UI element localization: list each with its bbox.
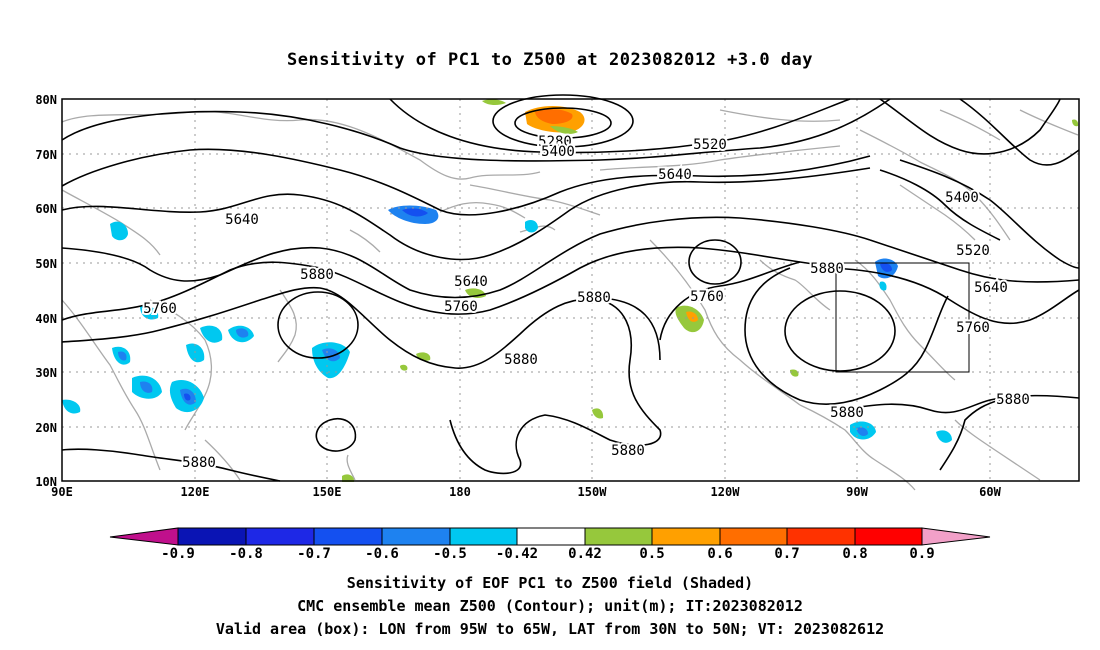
colorbar-label: 0.42 xyxy=(568,546,602,562)
lon-axis: 90E 120E 150E 180 150W 120W 90W 60W xyxy=(51,485,1001,499)
lon-label: 90E xyxy=(51,485,73,499)
colorbar-segment xyxy=(245,527,315,546)
colorbar-segment xyxy=(516,527,586,546)
caption-shading: Sensitivity of EOF PC1 to Z500 field (Sh… xyxy=(346,574,754,592)
colorbar-label: -0.42 xyxy=(496,546,538,562)
contour-label: 5280 xyxy=(538,134,572,150)
colorbar-label: 0.5 xyxy=(639,546,664,562)
colorbar-segment xyxy=(651,527,721,546)
lat-label: 50N xyxy=(35,257,57,271)
coastlines xyxy=(61,109,1079,491)
lon-label: 90W xyxy=(846,485,868,499)
contour-label: 5880 xyxy=(504,352,538,368)
contour-label: 5520 xyxy=(956,243,990,259)
caption-valid-area: Valid area (box): LON from 95W to 65W, L… xyxy=(215,620,885,638)
lon-label: 150W xyxy=(578,485,608,499)
contour-label: 5880 xyxy=(996,392,1030,408)
colorbar-label: 0.8 xyxy=(842,546,867,562)
lon-label: 180 xyxy=(449,485,471,499)
lon-label: 60W xyxy=(979,485,1001,499)
contour-label: 5880 xyxy=(577,290,611,306)
lat-label: 30N xyxy=(35,366,57,380)
colorbar-label: 0.6 xyxy=(707,546,732,562)
sensitivity-shading xyxy=(62,99,1079,482)
contour-label: 5880 xyxy=(810,261,844,277)
lat-label: 10N xyxy=(35,475,57,489)
colorbar-segment xyxy=(786,527,856,546)
contour-label: 5760 xyxy=(690,289,724,305)
contour-label: 5880 xyxy=(611,443,645,459)
colorbar-segment xyxy=(719,527,788,546)
colorbar: -0.9 -0.8 -0.7 -0.6 -0.5 -0.42 0.42 0.5 … xyxy=(109,527,991,562)
contour-labels: 5280 5400 5520 5640 5640 5400 5520 5640 … xyxy=(141,132,1032,473)
colorbar-segment xyxy=(584,527,653,546)
colorbar-label: 0.9 xyxy=(909,546,934,562)
colorbar-high-arrow xyxy=(921,527,991,546)
lat-label: 60N xyxy=(35,202,57,216)
contour-label: 5520 xyxy=(693,137,727,153)
contour-label: 5760 xyxy=(143,301,177,317)
colorbar-segment xyxy=(381,527,451,546)
colorbar-low-arrow xyxy=(109,527,179,546)
map-frame xyxy=(61,98,1080,482)
colorbar-segment xyxy=(854,527,923,546)
colorbar-segment xyxy=(313,527,383,546)
contour-label: 5400 xyxy=(945,190,979,206)
caption-contour: CMC ensemble mean Z500 (Contour); unit(m… xyxy=(297,597,803,615)
valid-area-box xyxy=(835,262,970,373)
lat-axis: 80N 70N 60N 50N 40N 30N 20N 10N xyxy=(35,93,57,489)
contour-label: 5640 xyxy=(974,280,1008,296)
lat-label: 80N xyxy=(35,93,57,107)
contour-label: 5760 xyxy=(444,299,478,315)
lon-label: 120E xyxy=(181,485,210,499)
colorbar-label: -0.5 xyxy=(433,546,467,562)
z500-contours xyxy=(61,94,1080,482)
contour-label: 5640 xyxy=(454,274,488,290)
colorbar-label: 0.7 xyxy=(774,546,799,562)
page-title: Sensitivity of PC1 to Z500 at 2023082012… xyxy=(286,50,813,70)
lon-label: 120W xyxy=(711,485,741,499)
colorbar-label: -0.9 xyxy=(161,546,195,562)
lat-label: 70N xyxy=(35,148,57,162)
lon-label: 150E xyxy=(313,485,342,499)
lat-label: 20N xyxy=(35,421,57,435)
contour-label: 5880 xyxy=(830,405,864,421)
contour-label: 5760 xyxy=(956,320,990,336)
colorbar-label: -0.8 xyxy=(229,546,263,562)
colorbar-label: -0.6 xyxy=(365,546,399,562)
contour-label: 5640 xyxy=(225,212,259,228)
contour-label: 5880 xyxy=(300,267,334,283)
lat-label: 40N xyxy=(35,312,57,326)
contour-label: 5880 xyxy=(182,455,216,471)
contour-label: 5640 xyxy=(658,167,692,183)
contour-label: 5400 xyxy=(541,144,575,160)
colorbar-segment xyxy=(449,527,518,546)
colorbar-segment xyxy=(177,527,247,546)
colorbar-label: -0.7 xyxy=(297,546,331,562)
